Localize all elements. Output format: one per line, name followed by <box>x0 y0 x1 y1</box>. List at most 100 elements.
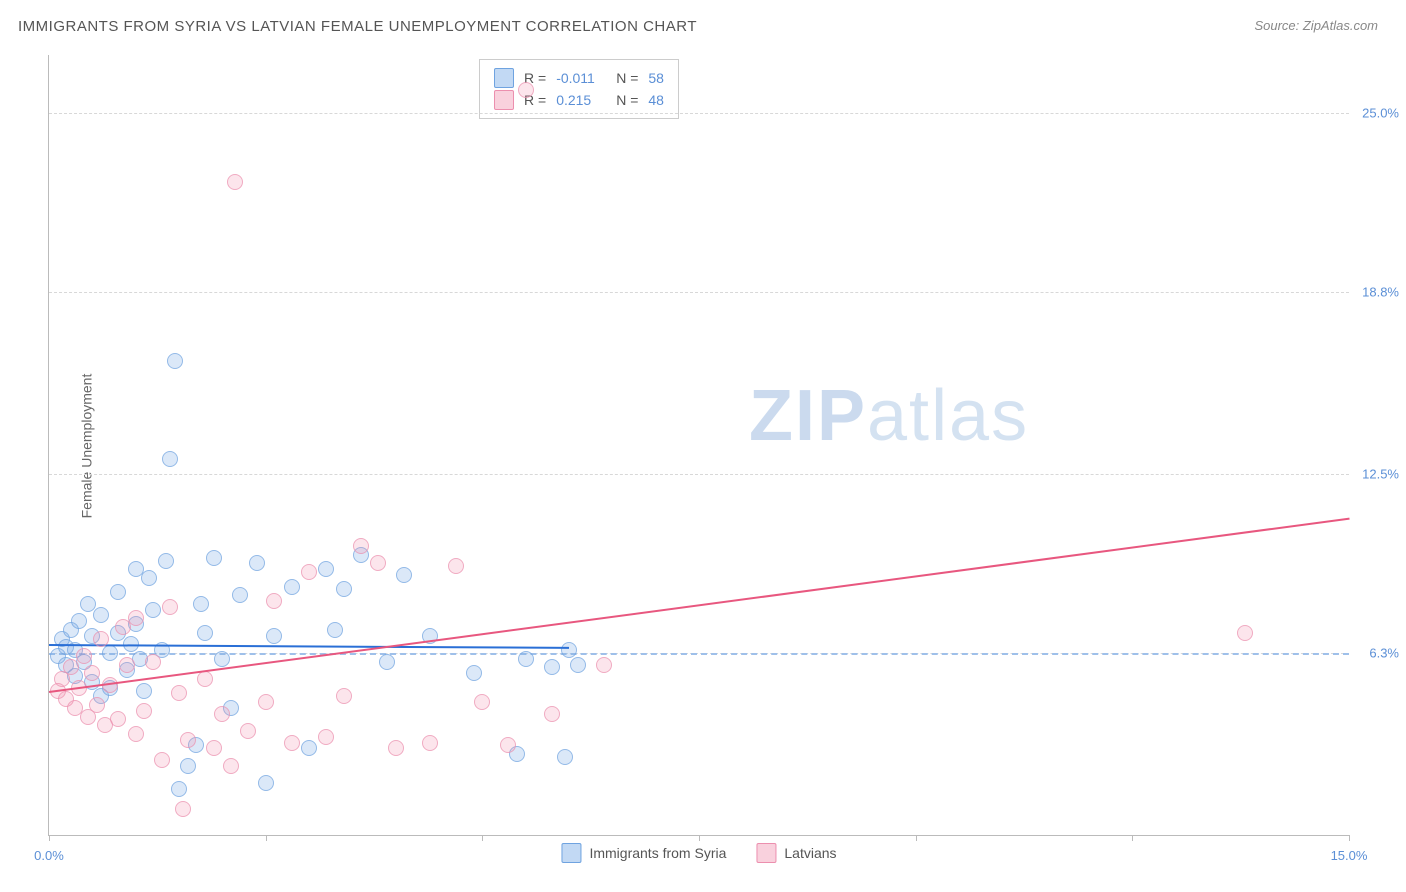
data-point <box>193 596 209 612</box>
chart-title: IMMIGRANTS FROM SYRIA VS LATVIAN FEMALE … <box>18 18 697 35</box>
n-label: N = <box>616 92 638 108</box>
x-tick <box>482 835 483 841</box>
legend-label: Latvians <box>784 845 836 861</box>
data-point <box>223 758 239 774</box>
x-tick <box>699 835 700 841</box>
data-point <box>119 657 135 673</box>
r-value: -0.011 <box>556 70 606 86</box>
data-point <box>128 610 144 626</box>
data-point <box>206 550 222 566</box>
data-point <box>71 613 87 629</box>
data-point <box>266 628 282 644</box>
data-point <box>80 596 96 612</box>
trend-line <box>49 517 1349 692</box>
data-point <box>89 697 105 713</box>
r-value: 0.215 <box>556 92 606 108</box>
data-point <box>214 651 230 667</box>
n-value: 48 <box>648 92 664 108</box>
y-tick-label: 12.5% <box>1362 466 1399 481</box>
data-point <box>258 775 274 791</box>
x-tick <box>49 835 50 841</box>
data-point <box>206 740 222 756</box>
legend-correlation: R =-0.011N =58R =0.215N =48 <box>479 59 679 119</box>
data-point <box>370 555 386 571</box>
data-point <box>284 735 300 751</box>
gridline <box>49 474 1349 475</box>
data-point <box>596 657 612 673</box>
reference-line <box>49 653 1349 655</box>
data-point <box>162 599 178 615</box>
data-point <box>175 801 191 817</box>
data-point <box>76 648 92 664</box>
data-point <box>544 659 560 675</box>
data-point <box>110 711 126 727</box>
data-point <box>379 654 395 670</box>
data-point <box>327 622 343 638</box>
data-point <box>1237 625 1253 641</box>
x-tick <box>1132 835 1133 841</box>
data-point <box>318 729 334 745</box>
data-point <box>171 781 187 797</box>
data-point <box>84 665 100 681</box>
data-point <box>197 671 213 687</box>
data-point <box>448 558 464 574</box>
gridline <box>49 113 1349 114</box>
legend-label: Immigrants from Syria <box>589 845 726 861</box>
x-tick-label: 0.0% <box>34 848 64 863</box>
data-point <box>180 758 196 774</box>
data-point <box>284 579 300 595</box>
data-point <box>500 737 516 753</box>
data-point <box>167 353 183 369</box>
legend-swatch <box>494 68 514 88</box>
data-point <box>388 740 404 756</box>
y-tick-label: 18.8% <box>1362 284 1399 299</box>
data-point <box>93 607 109 623</box>
y-tick-label: 6.3% <box>1369 646 1399 661</box>
data-point <box>128 726 144 742</box>
data-point <box>110 584 126 600</box>
data-point <box>396 567 412 583</box>
watermark: ZIPatlas <box>749 375 1029 457</box>
legend-swatch <box>756 843 776 863</box>
data-point <box>266 593 282 609</box>
data-point <box>544 706 560 722</box>
data-point <box>474 694 490 710</box>
data-point <box>249 555 265 571</box>
data-point <box>141 570 157 586</box>
legend-swatch <box>494 90 514 110</box>
data-point <box>301 740 317 756</box>
data-point <box>102 645 118 661</box>
data-point <box>158 553 174 569</box>
data-point <box>232 587 248 603</box>
data-point <box>154 752 170 768</box>
data-point <box>318 561 334 577</box>
scatter-plot: ZIPatlas R =-0.011N =58R =0.215N =48 Imm… <box>48 55 1349 836</box>
y-tick-label: 25.0% <box>1362 105 1399 120</box>
x-tick <box>1349 835 1350 841</box>
x-tick <box>916 835 917 841</box>
legend-series: Immigrants from Syria Latvians <box>561 843 836 863</box>
data-point <box>93 631 109 647</box>
legend-item: Latvians <box>756 843 836 863</box>
data-point <box>570 657 586 673</box>
x-tick-label: 15.0% <box>1331 848 1368 863</box>
data-point <box>162 451 178 467</box>
data-point <box>336 581 352 597</box>
legend-swatch <box>561 843 581 863</box>
source-label: Source: ZipAtlas.com <box>1254 18 1378 33</box>
data-point <box>240 723 256 739</box>
data-point <box>336 688 352 704</box>
data-point <box>145 602 161 618</box>
data-point <box>145 654 161 670</box>
data-point <box>227 174 243 190</box>
x-tick <box>266 835 267 841</box>
data-point <box>136 703 152 719</box>
data-point <box>518 82 534 98</box>
data-point <box>466 665 482 681</box>
data-point <box>171 685 187 701</box>
data-point <box>518 651 534 667</box>
n-value: 58 <box>648 70 664 86</box>
data-point <box>258 694 274 710</box>
data-point <box>557 749 573 765</box>
data-point <box>561 642 577 658</box>
